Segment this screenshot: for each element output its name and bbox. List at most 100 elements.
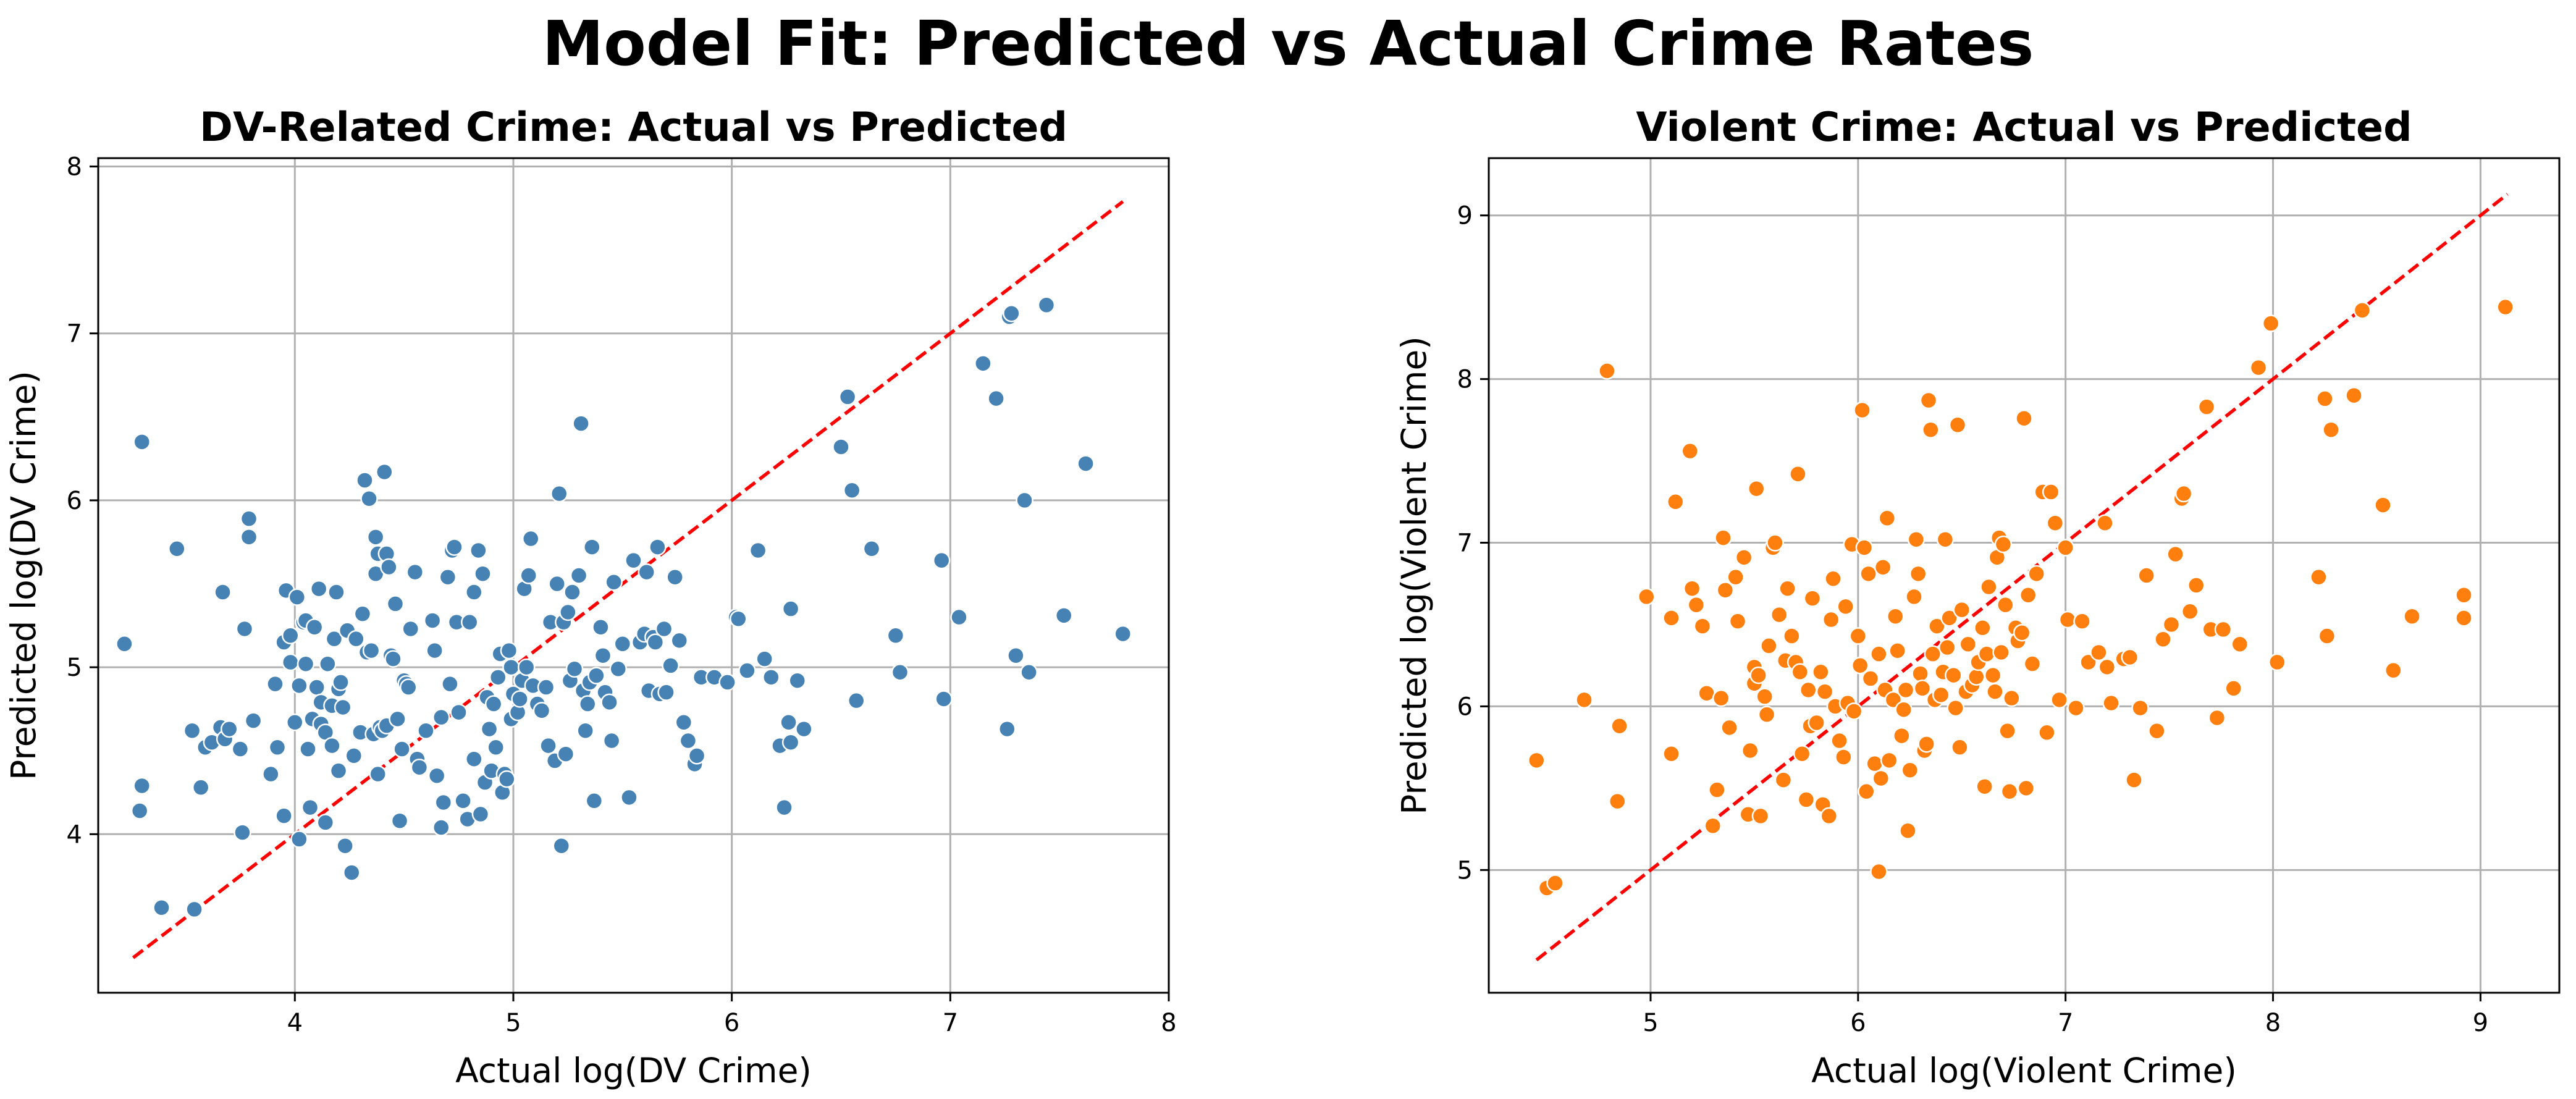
y-tick-label: 7: [67, 320, 82, 348]
data-point: [781, 600, 800, 618]
data-point: [347, 630, 365, 648]
data-point: [1816, 683, 1834, 701]
data-point: [299, 740, 317, 758]
data-point: [389, 710, 406, 728]
data-point: [423, 612, 442, 630]
data-point: [327, 583, 345, 601]
data-point: [214, 583, 232, 601]
data-point: [2214, 620, 2233, 639]
data-point: [1896, 681, 1915, 699]
data-point: [1808, 714, 1825, 732]
data-point: [402, 620, 420, 638]
data-point: [1760, 637, 1778, 655]
data-point: [308, 678, 326, 696]
data-point: [406, 563, 424, 581]
data-point: [1712, 689, 1730, 707]
data-point: [2345, 386, 2363, 405]
data-point: [1803, 589, 1822, 607]
data-point: [484, 695, 503, 713]
data-point: [1820, 807, 1838, 825]
data-point: [847, 691, 865, 710]
data-point: [675, 714, 693, 731]
data-point: [781, 733, 800, 751]
data-point: [795, 720, 813, 738]
data-point: [168, 540, 186, 558]
data-point: [480, 720, 499, 738]
data-point: [762, 668, 780, 686]
data-point: [1793, 744, 1811, 763]
data-point: [2027, 565, 2045, 583]
data-point: [838, 388, 857, 406]
data-point: [2268, 653, 2286, 672]
data-point: [775, 798, 793, 817]
data-point: [1757, 705, 1776, 723]
data-point: [1016, 491, 1033, 510]
data-point: [1681, 442, 1699, 460]
data-point: [666, 568, 684, 586]
data-point: [502, 658, 520, 676]
data-point: [550, 484, 568, 503]
data-point: [1977, 645, 1996, 663]
data-point: [1054, 607, 1073, 625]
data-point: [275, 807, 293, 825]
data-point: [334, 698, 352, 717]
data-point: [1968, 668, 1985, 686]
data-point: [1693, 617, 1712, 635]
data-point: [353, 605, 372, 623]
data-point: [670, 631, 689, 650]
data-point: [1936, 530, 1955, 549]
data-point: [474, 565, 492, 583]
data-point: [2038, 723, 2056, 742]
data-point: [1728, 612, 1747, 630]
data-point: [1909, 565, 1927, 583]
data-point: [362, 641, 381, 660]
data-point: [266, 675, 284, 693]
data-point: [380, 558, 398, 576]
data-point: [2322, 421, 2340, 439]
data-point: [297, 655, 315, 673]
data-point: [1830, 731, 1848, 750]
data-point: [583, 538, 601, 556]
data-point: [1919, 391, 1938, 410]
data-point: [2374, 496, 2392, 514]
data-point: [427, 767, 446, 785]
data-point: [1797, 791, 1816, 809]
data-point: [1789, 465, 1807, 483]
x-tick-label: 8: [2265, 1009, 2281, 1037]
data-point: [1992, 643, 2010, 662]
data-point: [1527, 751, 1546, 770]
data-point: [655, 620, 673, 638]
y-axis-label: Predicted log(Violent Crime): [1394, 336, 1434, 815]
data-point: [1077, 455, 1095, 473]
data-point: [231, 740, 250, 758]
data-point: [1778, 579, 1796, 597]
data-point: [2384, 661, 2402, 680]
data-point: [1756, 688, 1774, 705]
data-point: [1907, 530, 1926, 549]
data-point: [316, 814, 335, 832]
data-point: [345, 747, 363, 765]
data-point: [1924, 645, 1942, 663]
y-tick-label: 8: [1457, 366, 1473, 394]
data-point: [185, 900, 203, 919]
data-point: [441, 675, 459, 693]
data-point: [1766, 534, 1784, 552]
data-point: [592, 618, 610, 636]
data-point: [2148, 722, 2166, 740]
data-point: [309, 579, 328, 598]
data-point: [2455, 586, 2473, 604]
data-point: [2090, 643, 2108, 662]
data-point: [2131, 699, 2149, 717]
x-axis-label: Actual log(DV Crime): [455, 1051, 812, 1090]
data-point: [585, 792, 604, 810]
data-point: [2174, 484, 2193, 503]
data-point: [1751, 807, 1770, 825]
data-point: [1714, 529, 1732, 547]
y-tick-label: 9: [1457, 202, 1473, 230]
data-point: [450, 703, 468, 722]
data-point: [1610, 717, 1628, 735]
data-point: [620, 788, 638, 807]
data-point: [356, 471, 374, 489]
data-point: [2455, 609, 2473, 627]
